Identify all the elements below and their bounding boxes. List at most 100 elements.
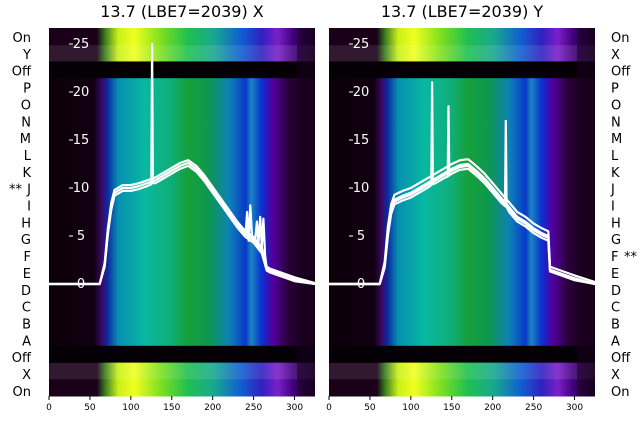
data-series: [329, 81, 596, 286]
x-tick-label: 200: [484, 403, 501, 413]
row-label: Off: [12, 65, 32, 80]
heatmap-row: [329, 362, 595, 380]
heatmap-row: [49, 312, 315, 330]
heatmap-row: [329, 312, 595, 330]
y-tick-label: 15: [73, 133, 90, 148]
row-label: N: [21, 115, 31, 130]
row-label: Off: [611, 65, 631, 80]
x-tick-label: 150: [443, 403, 460, 413]
row-label: X: [611, 368, 620, 383]
x-axis: 0 50 100 150 200 250 300: [46, 396, 303, 413]
heatmap-rows: [329, 28, 595, 397]
heatmap-row: [49, 195, 315, 213]
heatmap-row: [329, 128, 595, 146]
heatmap-row: [49, 245, 315, 263]
y-tick-label: 15: [353, 133, 370, 148]
row-label: Off: [12, 351, 32, 366]
heatmap-row: [49, 94, 315, 113]
row-label: X: [611, 48, 620, 63]
row-label: C: [611, 301, 620, 316]
y-tick-label: 20: [353, 85, 370, 100]
heatmap-row: [49, 161, 315, 180]
row-label: H: [611, 216, 621, 231]
row-label: On: [13, 385, 31, 400]
heatmap-row: [329, 278, 595, 297]
heatmap-row: [49, 78, 315, 96]
row-label: J: [610, 183, 615, 198]
row-label: B: [611, 317, 620, 332]
heatmap-edge: [577, 28, 595, 396]
row-label: B: [22, 317, 31, 332]
x-tick-label: 300: [566, 403, 583, 413]
x-tick-label: 50: [84, 403, 96, 413]
row-label: M: [20, 132, 31, 147]
y-tick-label: 20: [73, 85, 90, 100]
y-tick-label: 10: [353, 181, 370, 196]
series-line-3: [49, 42, 316, 286]
heatmap-row: [329, 94, 595, 113]
row-label: P: [611, 82, 619, 97]
row-label: H: [21, 216, 31, 231]
heatmap-row: [49, 295, 315, 313]
heatmap-row: [329, 44, 595, 62]
chart-panel-1: 13.7 (LBE7=2039) X 0 5 10 15 20 250 50 100 150 200…: [9, 2, 316, 413]
series-line-2: [49, 159, 316, 286]
heatmap-row: [49, 345, 315, 364]
chart-panel-2: 13.7 (LBE7=2039) Y 0 5 10 15 20 250 50 100 150 200…: [326, 2, 637, 413]
row-label: L: [611, 149, 619, 164]
chart-title: 13.7 (LBE7=2039) Y: [381, 2, 544, 21]
heatmap-row: [329, 345, 595, 364]
heatmap-row: [49, 379, 315, 397]
y-tick-label: 10: [73, 181, 90, 196]
heatmap-row: [49, 362, 315, 380]
row-label: N: [611, 115, 621, 130]
row-label: E: [611, 267, 619, 282]
heatmap-row: [49, 44, 315, 62]
x-tick-label: 150: [163, 403, 180, 413]
heatmap-row: [329, 262, 595, 280]
heatmap-row: [49, 228, 315, 246]
heatmap-row: [329, 178, 595, 196]
x-tick-label: 200: [204, 403, 221, 413]
heatmap-row: [329, 228, 595, 246]
row-label: O: [611, 98, 621, 113]
heatmap-row: [329, 111, 595, 129]
heatmap-row: [329, 245, 595, 263]
y-tick-label: 5: [77, 229, 85, 244]
row-label: F: [611, 250, 618, 265]
row-label: P: [23, 82, 31, 97]
row-label: A: [611, 334, 620, 349]
x-tick-label: 300: [286, 403, 303, 413]
heatmap-row: [329, 295, 595, 313]
y-tick-label: 25: [353, 37, 370, 52]
heatmap-row: [329, 212, 595, 230]
series-line-3: [329, 81, 596, 286]
heatmap-row: [49, 111, 315, 129]
heatmap-row: [329, 329, 595, 347]
row-label: On: [611, 31, 629, 46]
row-label: On: [13, 31, 31, 46]
row-label: G: [21, 233, 31, 248]
heatmap-row: [49, 128, 315, 146]
heatmap-row: [329, 28, 595, 46]
x-tick-label: 50: [364, 403, 376, 413]
y-tick-label: 25: [73, 37, 90, 52]
heatmap-rows: [49, 28, 315, 397]
x-tick-label: 0: [326, 403, 332, 413]
heatmap-row: [49, 262, 315, 280]
row-label: K: [611, 166, 620, 181]
y-tick-label: 5: [357, 229, 365, 244]
row-label: X: [22, 368, 31, 383]
data-series: [49, 42, 316, 286]
x-axis: 0 50 100 150 200 250 300: [326, 396, 583, 413]
heatmap-edge: [297, 28, 315, 396]
heatmap-row: [329, 145, 595, 163]
heatmap-row: [49, 278, 315, 297]
row-marker: **: [624, 250, 638, 265]
x-tick-label: 250: [525, 403, 542, 413]
x-tick-label: 0: [46, 403, 52, 413]
